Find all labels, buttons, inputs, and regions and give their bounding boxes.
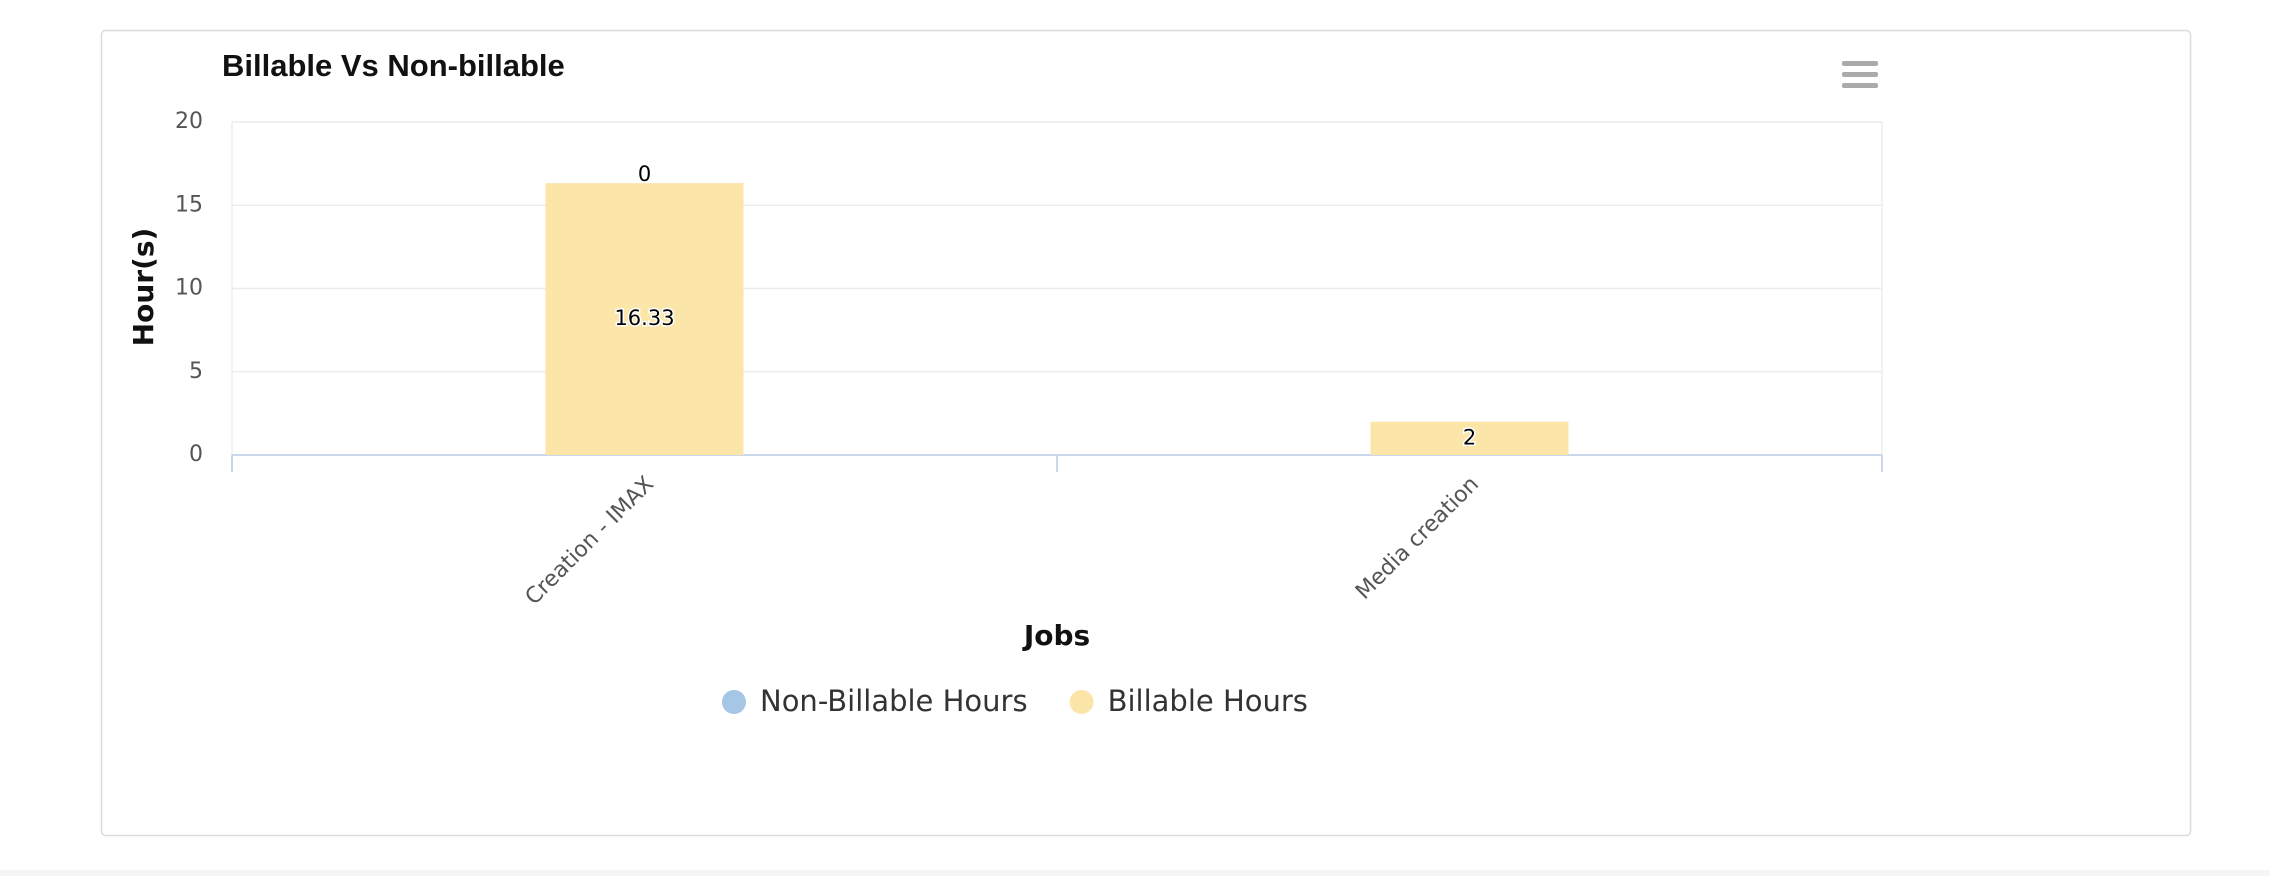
bar-segment	[545, 183, 744, 455]
data-label: 16.33	[614, 306, 674, 330]
legend-item[interactable]: Billable Hours	[1069, 684, 1308, 718]
page-footer-band	[0, 870, 2270, 876]
y-tick-label: 15	[175, 192, 203, 217]
menu-line	[1842, 61, 1878, 66]
y-tick-label: 0	[189, 442, 203, 467]
legend-item[interactable]: Non-Billable Hours	[722, 684, 1028, 718]
legend-symbol	[722, 690, 746, 714]
menu-line	[1842, 83, 1878, 88]
legend-label: Non-Billable Hours	[760, 684, 1028, 718]
menu-line	[1842, 72, 1878, 77]
data-label: 0	[638, 162, 651, 186]
data-label: 2	[1463, 425, 1476, 449]
menu-button[interactable]	[1842, 61, 1878, 88]
chart-title: Billable Vs Non-billable	[222, 48, 565, 83]
legend-label: Billable Hours	[1108, 684, 1308, 718]
y-axis-title: Hour(s)	[127, 228, 160, 347]
y-tick-label: 10	[175, 276, 203, 301]
y-tick-label: 5	[189, 359, 203, 384]
x-axis-title: Jobs	[1022, 619, 1090, 652]
legend-symbol	[1069, 690, 1094, 714]
bar-segment	[1370, 421, 1569, 455]
y-tick-label: 20	[175, 109, 203, 134]
